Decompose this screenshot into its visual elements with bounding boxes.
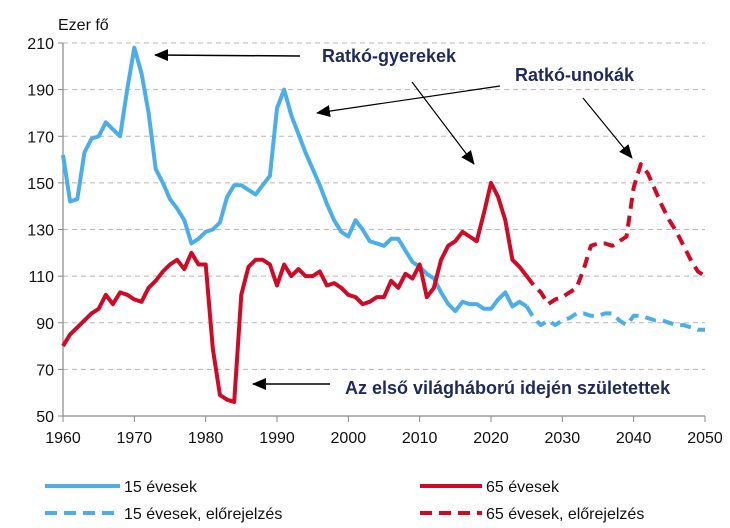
series-line-3 bbox=[525, 162, 707, 307]
x-tick-label: 1970 bbox=[117, 430, 153, 447]
legend: 15 évesek 65 évesek 15 évesek, előrejelz… bbox=[45, 479, 644, 523]
series-line-0 bbox=[61, 45, 528, 314]
y-tick-label: 50 bbox=[36, 409, 54, 426]
arrow-ratko-gyerekek-1970 bbox=[154, 49, 301, 62]
x-tick-label: 1990 bbox=[259, 430, 295, 447]
annotation-ratko-gyerekek: Ratkó-gyerekek bbox=[322, 46, 457, 66]
arrow-ratko-unokak-1991 bbox=[316, 85, 501, 118]
arrow-ratko-unokak-2041 bbox=[582, 97, 633, 159]
annotation-vilaghaboru: Az első világháború idején születettek bbox=[345, 378, 671, 398]
y-tick-label: 170 bbox=[27, 129, 54, 146]
grid-lines bbox=[63, 42, 705, 370]
y-tick-label: 150 bbox=[27, 176, 54, 193]
x-tick-label: 2040 bbox=[616, 430, 652, 447]
annotation-ratko-unokak: Ratkó-unokák bbox=[515, 65, 635, 85]
legend-label-65: 65 évesek bbox=[486, 479, 560, 496]
y-tick-label: 210 bbox=[27, 36, 54, 53]
legend-label-15-forecast: 15 évesek, előrejelzés bbox=[124, 506, 282, 523]
axes: 50 70 90 110 130 150 170 190 210 1960 1970 1980 1990… bbox=[27, 36, 723, 447]
series-line-1 bbox=[61, 180, 529, 404]
y-tick-label: 130 bbox=[27, 223, 54, 240]
y-tick-label: 90 bbox=[36, 316, 54, 333]
legend-label-15: 15 évesek bbox=[124, 479, 198, 496]
x-tick-label: 2030 bbox=[545, 430, 581, 447]
y-axis-label: Ezer fő bbox=[58, 17, 109, 34]
x-tick-label: 2020 bbox=[473, 430, 509, 447]
series-line-2 bbox=[524, 305, 705, 332]
y-tick-label: 70 bbox=[36, 362, 54, 379]
series-lines bbox=[61, 45, 707, 404]
y-tick-label: 110 bbox=[28, 269, 54, 286]
y-tick-label: 190 bbox=[27, 83, 54, 100]
arrow-ratko-gyerekek-2020 bbox=[411, 81, 475, 165]
x-tick-label: 1980 bbox=[188, 430, 224, 447]
x-tick-label: 1960 bbox=[45, 430, 81, 447]
x-tick-label: 2010 bbox=[402, 430, 438, 447]
x-tick-label: 2000 bbox=[331, 430, 367, 447]
x-tick-label: 2050 bbox=[687, 430, 723, 447]
legend-label-65-forecast: 65 évesek, előrejelzés bbox=[486, 506, 644, 523]
